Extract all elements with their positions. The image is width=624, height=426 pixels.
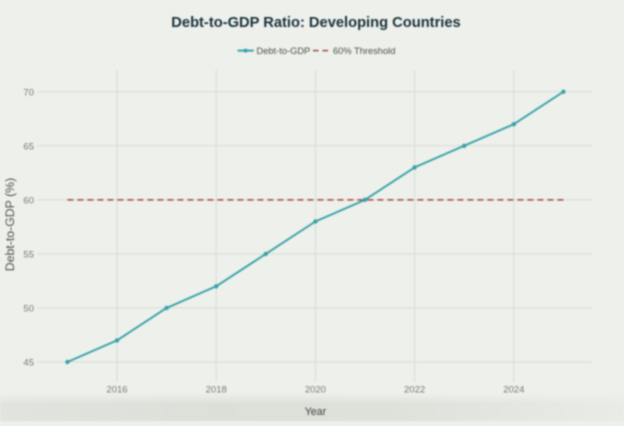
svg-text:60: 60 <box>23 195 34 206</box>
svg-text:55: 55 <box>23 249 34 260</box>
svg-text:2018: 2018 <box>206 385 227 396</box>
svg-text:70: 70 <box>23 87 34 98</box>
svg-text:2022: 2022 <box>404 385 425 396</box>
svg-text:2016: 2016 <box>106 385 127 396</box>
svg-text:Debt-to-GDP (%): Debt-to-GDP (%) <box>3 178 17 271</box>
svg-text:Debt-to-GDP Ratio: Developing: Debt-to-GDP Ratio: Developing Countries <box>171 15 460 31</box>
svg-text:50: 50 <box>23 304 34 315</box>
svg-text:2020: 2020 <box>305 385 326 396</box>
svg-text:60% Threshold: 60% Threshold <box>333 46 395 56</box>
svg-text:45: 45 <box>23 358 34 369</box>
svg-text:Debt-to-GDP: Debt-to-GDP <box>257 46 311 56</box>
svg-text:65: 65 <box>23 141 34 152</box>
svg-text:Year: Year <box>305 406 327 418</box>
svg-text:2024: 2024 <box>503 385 524 396</box>
